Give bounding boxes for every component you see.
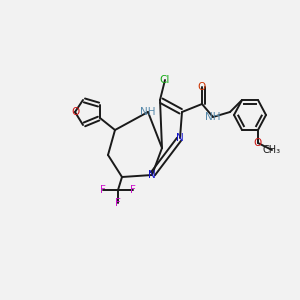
Text: CH₃: CH₃ bbox=[263, 145, 281, 155]
Text: O: O bbox=[254, 138, 262, 148]
Text: O: O bbox=[71, 107, 79, 117]
Text: Cl: Cl bbox=[160, 75, 170, 85]
Text: F: F bbox=[130, 185, 136, 195]
Text: NH: NH bbox=[205, 112, 221, 122]
Text: F: F bbox=[100, 185, 106, 195]
Text: NH: NH bbox=[140, 107, 156, 117]
Text: N: N bbox=[148, 170, 156, 180]
Text: F: F bbox=[115, 198, 121, 208]
Text: O: O bbox=[198, 82, 206, 92]
Text: N: N bbox=[176, 133, 184, 143]
